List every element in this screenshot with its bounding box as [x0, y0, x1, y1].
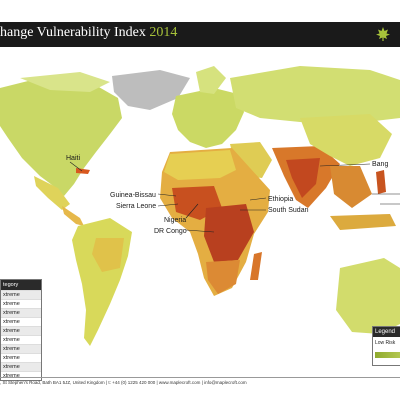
- legend-panel: Legend Low Risk: [372, 326, 400, 366]
- south-america: [72, 218, 132, 346]
- category-row: xtreme: [1, 335, 41, 344]
- title-bar: hange Vulnerability Index 2014: [0, 22, 400, 47]
- category-row: xtreme: [1, 299, 41, 308]
- sierra-leone-leader: [157, 203, 179, 207]
- southern-africa: [206, 260, 240, 294]
- label-dr-congo: DR Congo: [154, 228, 187, 235]
- legend-low-risk-label: Low Risk: [375, 340, 396, 346]
- category-panel-title: tegory: [1, 280, 41, 290]
- category-panel: tegory xtreme xtreme xtreme xtreme xtrem…: [0, 279, 42, 381]
- ethiopia-leader: [249, 197, 267, 201]
- footer-contact: , St Stephen's Road, Bath BA1 5JZ, Unite…: [0, 380, 247, 385]
- world-map: Haiti Guinea-Bissau Sierra Leone Nigeria…: [0, 48, 400, 370]
- haiti-island: [76, 168, 90, 174]
- category-row: xtreme: [1, 344, 41, 353]
- label-nigeria: Nigeria: [164, 217, 186, 224]
- central-africa-hotspot: [204, 204, 254, 262]
- haiti-leader: [69, 161, 83, 172]
- category-row: xtreme: [1, 317, 41, 326]
- philippines: [376, 170, 386, 194]
- legend-color-scale: [375, 352, 400, 358]
- title-text: hange Vulnerability Index: [0, 25, 146, 40]
- label-sierra-leone: Sierra Leone: [116, 203, 156, 210]
- category-row: xtreme: [1, 326, 41, 335]
- label-ethiopia: Ethiopia: [268, 196, 293, 203]
- russia: [230, 66, 400, 124]
- indonesia: [330, 214, 396, 230]
- north-africa: [164, 150, 236, 180]
- europe: [172, 88, 244, 148]
- label-bangladesh: Bang: [372, 161, 388, 168]
- guinea-bissau-leader: [157, 193, 177, 197]
- madagascar: [250, 252, 262, 280]
- canada-north: [20, 72, 110, 92]
- title-year: 2014: [149, 25, 178, 40]
- central-america: [62, 206, 84, 226]
- map-title: hange Vulnerability Index 2014: [0, 25, 177, 41]
- brazil-interior: [92, 238, 124, 272]
- category-row: xtreme: [1, 308, 41, 317]
- label-haiti: Haiti: [66, 155, 80, 162]
- north-america: [0, 78, 122, 196]
- southeast-asia: [330, 166, 372, 208]
- category-row: xtreme: [1, 362, 41, 371]
- australia: [336, 258, 400, 334]
- dr-congo-leader: [185, 229, 215, 233]
- east-asia: [300, 114, 392, 166]
- greenland: [112, 70, 190, 110]
- maple-leaf-icon: [376, 27, 390, 41]
- category-row: xtreme: [1, 353, 41, 362]
- category-row: xtreme: [1, 371, 41, 380]
- bangladesh-leader: [319, 163, 371, 167]
- label-south-sudan: South Sudan: [268, 207, 309, 214]
- footer-divider: [0, 377, 400, 378]
- legend-title: Legend: [373, 327, 400, 337]
- label-guinea-bissau: Guinea-Bissau: [110, 192, 156, 199]
- category-row: xtreme: [1, 290, 41, 299]
- mexico: [34, 176, 70, 210]
- india-core: [286, 158, 320, 198]
- scandinavia: [196, 66, 226, 94]
- nigeria-leader: [185, 203, 199, 219]
